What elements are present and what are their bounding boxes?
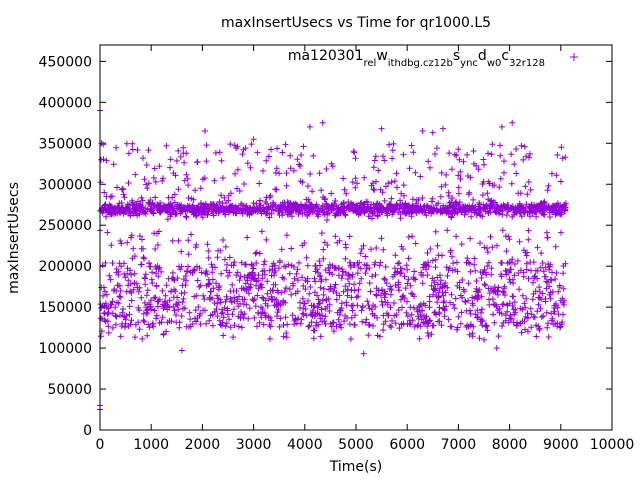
legend-segment: s [453, 48, 460, 64]
legend-segment: 32r128 [509, 58, 545, 69]
y-tick-label: 350000 [39, 136, 92, 152]
x-tick-label: 6000 [389, 437, 425, 453]
legend-segment: w0 [487, 58, 502, 69]
x-tick-label: 10000 [590, 437, 635, 453]
legend-label: ma120301relwithdbg.cz12bsyncdw0c32r128 [288, 48, 545, 69]
y-tick-label: 200000 [39, 259, 92, 275]
y-tick-label: 150000 [39, 300, 92, 316]
y-tick-label: 300000 [39, 177, 92, 193]
y-tick-label: 50000 [47, 382, 92, 398]
legend-segment: c [501, 48, 509, 64]
y-axis-title: maxInsertUsecs [6, 182, 22, 294]
x-tick-label: 4000 [287, 437, 323, 453]
y-tick-label: 100000 [39, 341, 92, 357]
legend-segment: w [376, 48, 387, 64]
x-tick-label: 8000 [492, 437, 528, 453]
x-tick-label: 0 [96, 437, 105, 453]
x-tick-label: 3000 [236, 437, 272, 453]
y-tick-label: 0 [83, 423, 92, 439]
axis-ticks: 0 1000 2000 3000 4000 5000 6000 7000 8000 9000 100… [39, 45, 635, 453]
x-axis-title: Time(s) [329, 459, 382, 475]
y-tick-label: 450000 [39, 54, 92, 70]
x-tick-label: 9000 [543, 437, 579, 453]
legend-segment: d [478, 48, 487, 64]
legend: ma120301relwithdbg.cz12bsyncdw0c32r128 [288, 48, 578, 69]
legend-segment: ithdbg.cz12b [388, 58, 453, 69]
y-tick-label: 400000 [39, 95, 92, 111]
plot-frame [99, 44, 613, 431]
series-points [97, 107, 569, 413]
x-tick-label: 1000 [133, 437, 169, 453]
legend-segment: ync [460, 58, 478, 69]
y-tick-label: 250000 [39, 218, 92, 234]
legend-segment: rel [364, 58, 377, 69]
x-tick-label: 2000 [185, 437, 221, 453]
x-tick-label: 5000 [338, 437, 374, 453]
legend-marker [570, 53, 578, 61]
chart-title: maxInsertUsecs vs Time for qr1000.L5 [221, 15, 491, 31]
legend-segment: ma120301 [288, 48, 364, 64]
x-tick-label: 7000 [441, 437, 477, 453]
data-points [97, 107, 569, 413]
legend-plus-marker [570, 53, 578, 61]
